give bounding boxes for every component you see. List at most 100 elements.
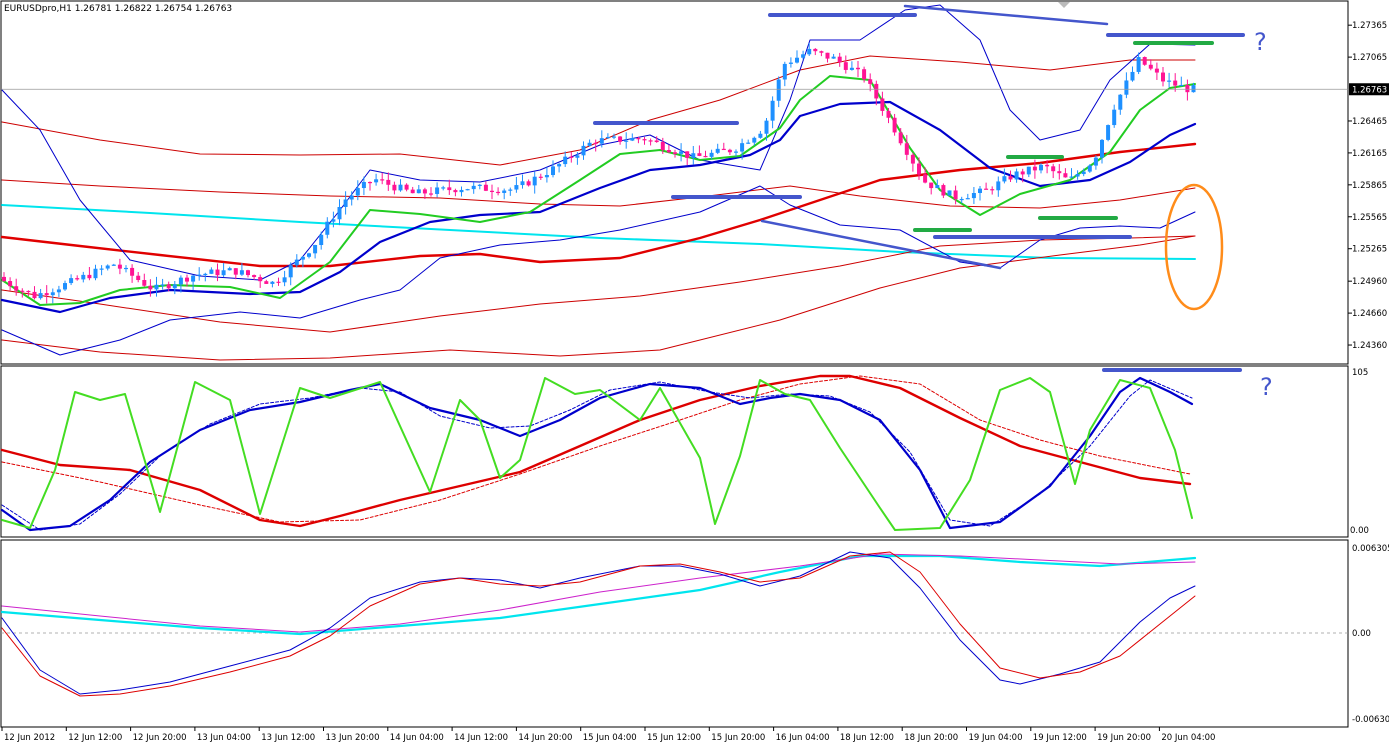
candle[interactable] xyxy=(984,182,989,190)
candle[interactable] xyxy=(1008,170,1013,182)
candle[interactable] xyxy=(764,117,769,141)
candle[interactable] xyxy=(1118,94,1123,115)
candle[interactable] xyxy=(819,50,824,57)
candle[interactable] xyxy=(124,265,128,273)
candle[interactable] xyxy=(1191,82,1196,93)
candle[interactable] xyxy=(87,266,92,281)
candle[interactable] xyxy=(105,264,110,271)
candle[interactable] xyxy=(453,188,458,197)
candle[interactable] xyxy=(1179,76,1184,87)
candle[interactable] xyxy=(1142,56,1147,66)
candle[interactable] xyxy=(575,152,580,165)
candle[interactable] xyxy=(648,138,653,146)
candle[interactable] xyxy=(636,136,641,144)
candle[interactable] xyxy=(69,274,74,286)
candle[interactable] xyxy=(691,145,696,165)
candle[interactable] xyxy=(300,256,305,268)
candle[interactable] xyxy=(502,188,507,200)
candle[interactable] xyxy=(349,191,354,206)
candle[interactable] xyxy=(270,280,275,288)
candle[interactable] xyxy=(1051,163,1056,179)
trendline-upper[interactable] xyxy=(903,4,1109,26)
candle[interactable] xyxy=(715,143,720,155)
candle[interactable] xyxy=(331,211,336,228)
candle[interactable] xyxy=(520,174,525,189)
candle[interactable] xyxy=(264,279,269,284)
candle[interactable] xyxy=(660,137,665,154)
macd-panel[interactable] xyxy=(0,551,1348,697)
candle[interactable] xyxy=(917,157,921,180)
candle[interactable] xyxy=(953,185,958,205)
stochastic-panel[interactable]: ? xyxy=(0,368,1273,532)
candle[interactable] xyxy=(1154,62,1159,80)
candle[interactable] xyxy=(526,179,531,187)
candle[interactable] xyxy=(1075,170,1080,180)
candle[interactable] xyxy=(209,267,214,275)
candle[interactable] xyxy=(490,184,494,200)
candle[interactable] xyxy=(215,263,220,282)
candle[interactable] xyxy=(361,176,366,196)
candle[interactable] xyxy=(551,160,555,178)
candle[interactable] xyxy=(673,149,677,158)
candle[interactable] xyxy=(1069,168,1074,179)
candle[interactable] xyxy=(1161,66,1165,87)
candle[interactable] xyxy=(1002,168,1007,184)
candle[interactable] xyxy=(386,172,391,191)
candle[interactable] xyxy=(447,179,452,195)
candle[interactable] xyxy=(776,76,781,108)
candle[interactable] xyxy=(398,179,403,192)
candle[interactable] xyxy=(368,181,372,191)
candle[interactable] xyxy=(294,254,299,268)
candle[interactable] xyxy=(343,191,348,215)
candle[interactable] xyxy=(38,288,43,300)
candle[interactable] xyxy=(203,272,208,282)
candle[interactable] xyxy=(929,182,934,195)
candle[interactable] xyxy=(990,186,995,195)
trendline-lower[interactable] xyxy=(760,219,1002,270)
candle[interactable] xyxy=(569,151,574,163)
candle[interactable] xyxy=(355,180,360,201)
candle[interactable] xyxy=(1167,72,1172,88)
candle[interactable] xyxy=(880,91,885,116)
candle[interactable] xyxy=(831,53,836,59)
candles[interactable] xyxy=(2,43,1196,304)
candle[interactable] xyxy=(996,176,1001,197)
candle[interactable] xyxy=(813,48,818,56)
candle[interactable] xyxy=(404,183,409,192)
candle[interactable] xyxy=(978,186,982,201)
candle[interactable] xyxy=(532,171,537,194)
candle[interactable] xyxy=(868,73,873,92)
candle[interactable] xyxy=(795,50,799,64)
candle[interactable] xyxy=(1124,72,1129,99)
candle[interactable] xyxy=(117,258,122,275)
candle[interactable] xyxy=(721,142,726,151)
candle[interactable] xyxy=(563,151,568,167)
candle[interactable] xyxy=(185,274,189,287)
candle[interactable] xyxy=(959,196,964,204)
candle[interactable] xyxy=(685,151,690,166)
candle[interactable] xyxy=(612,133,616,140)
candle[interactable] xyxy=(496,187,501,196)
candle[interactable] xyxy=(624,132,629,149)
candle[interactable] xyxy=(856,60,860,78)
candle[interactable] xyxy=(477,183,482,190)
candle[interactable] xyxy=(258,274,263,288)
candle[interactable] xyxy=(514,176,519,193)
candle[interactable] xyxy=(703,150,708,158)
candle[interactable] xyxy=(752,136,757,146)
candle[interactable] xyxy=(709,149,714,160)
candle[interactable] xyxy=(435,182,440,198)
candle[interactable] xyxy=(233,267,238,280)
candle[interactable] xyxy=(740,138,745,160)
candle[interactable] xyxy=(380,172,385,185)
candle[interactable] xyxy=(1100,139,1104,164)
candle[interactable] xyxy=(544,167,549,183)
candle[interactable] xyxy=(1130,66,1135,82)
candle[interactable] xyxy=(971,186,976,205)
candle[interactable] xyxy=(825,52,830,63)
candle[interactable] xyxy=(1106,124,1111,142)
candle[interactable] xyxy=(874,80,879,106)
candle[interactable] xyxy=(782,61,787,87)
candle[interactable] xyxy=(605,133,610,139)
candle[interactable] xyxy=(142,273,147,287)
